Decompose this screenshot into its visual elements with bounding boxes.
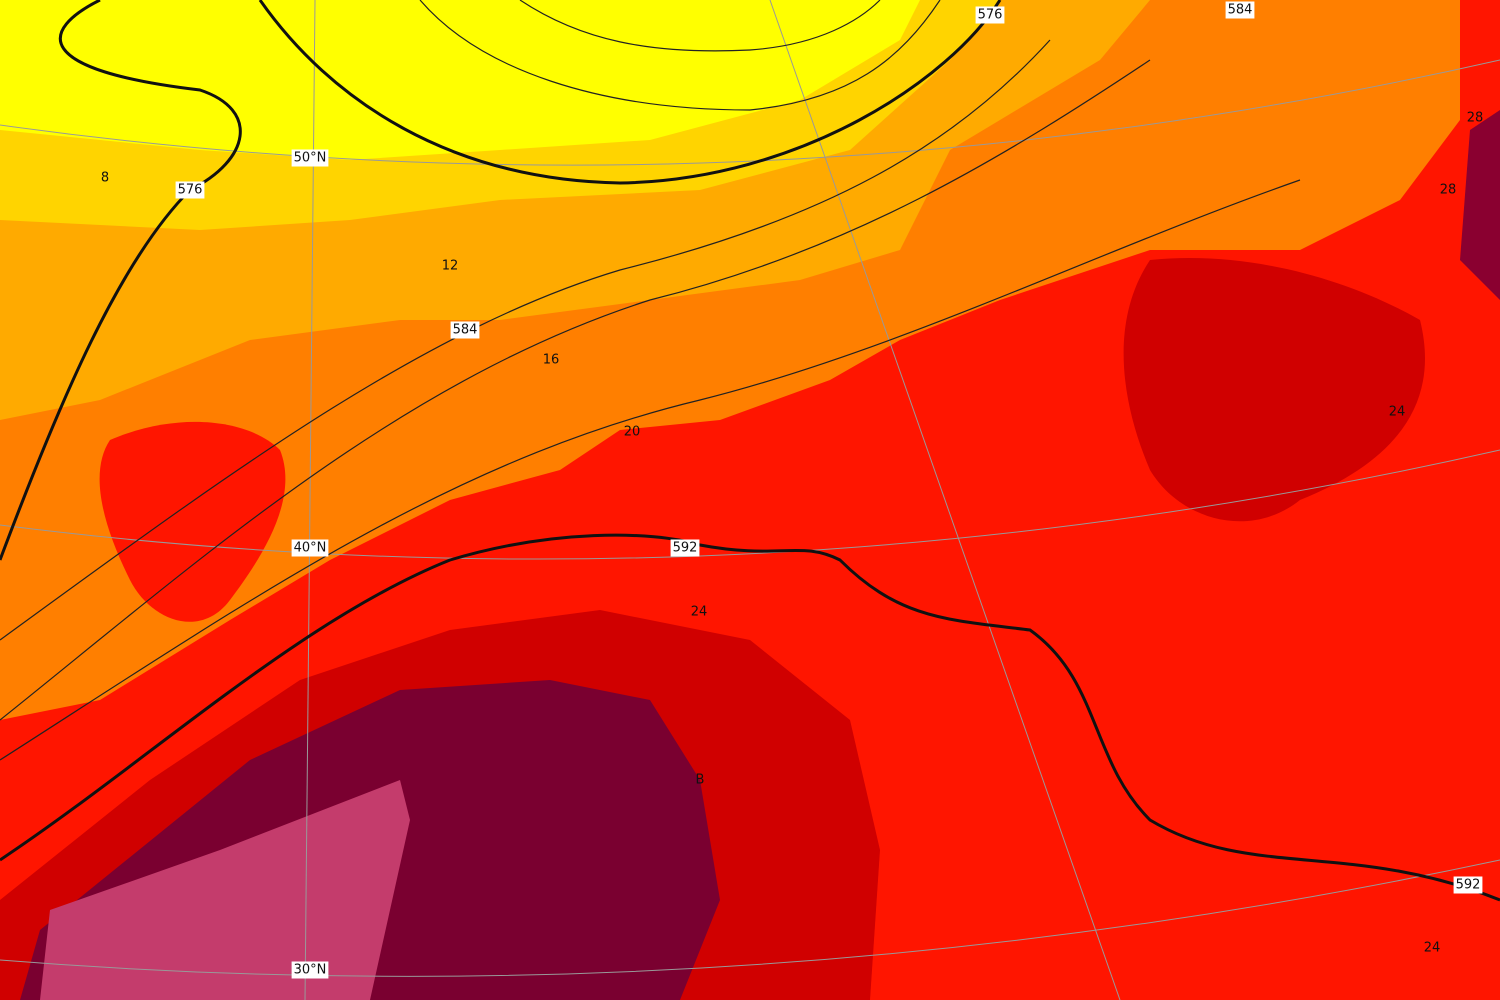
label-background — [291, 961, 329, 979]
latitude-line — [0, 59, 1500, 166]
longitude-line — [304, 0, 316, 1000]
label-background — [291, 149, 329, 167]
contour-label: 576 — [178, 183, 203, 198]
isotherm-label: 28 — [1467, 111, 1484, 126]
temp-band-yellow — [0, 0, 920, 160]
label-background — [975, 6, 1005, 24]
label-background — [1225, 1, 1255, 19]
contour-label: 592 — [673, 541, 698, 556]
latitude-label: 40°N — [294, 541, 327, 556]
isotherm-label: 24 — [691, 605, 708, 620]
temp-band-pink — [40, 780, 410, 1000]
pressure-center: B — [696, 773, 705, 788]
contour-line — [258, 0, 1002, 185]
label-background — [1453, 876, 1483, 894]
geopotential-contours — [0, 0, 1500, 902]
contour-line — [0, 0, 242, 561]
latitude-line — [0, 859, 1500, 977]
isotherm-label: 12 — [442, 259, 459, 274]
isotherm-line — [419, 0, 941, 111]
temp-band-maroon-east — [1460, 110, 1500, 300]
contour-line — [0, 533, 1500, 902]
isotherm-label: 16 — [543, 353, 560, 368]
isotherm-label: 8 — [101, 171, 109, 186]
label-background — [670, 539, 700, 557]
isotherm-line — [0, 39, 1051, 641]
label-background — [291, 539, 329, 557]
map-labels: 576 576 584 584 592 592 8 12 16 20 24 24 24 28 28 50°N 4… — [101, 1, 1484, 979]
contour-label: 592 — [1456, 878, 1481, 893]
latitude-label: 30°N — [294, 963, 327, 978]
contour-label: 576 — [978, 8, 1003, 23]
isotherm-line — [0, 179, 1301, 761]
isotherms — [0, 0, 1301, 761]
isotherm-label: 24 — [1389, 405, 1406, 420]
label-background — [175, 181, 205, 199]
longitude-line — [769, 0, 1121, 1000]
isotherm-line — [519, 0, 881, 52]
isotherm-label: 24 — [1424, 941, 1441, 956]
label-background — [450, 321, 480, 339]
isotherm-label: 28 — [1440, 183, 1457, 198]
contour-label: 584 — [1228, 3, 1253, 18]
isotherm-label: 20 — [624, 425, 641, 440]
temp-band-dark-red-east — [1123, 258, 1425, 522]
isotherm-line — [0, 59, 1151, 721]
latitude-line — [0, 449, 1500, 560]
contour-label: 584 — [453, 323, 478, 338]
temp-band-red-spain — [99, 421, 286, 622]
latitude-label: 50°N — [294, 151, 327, 166]
